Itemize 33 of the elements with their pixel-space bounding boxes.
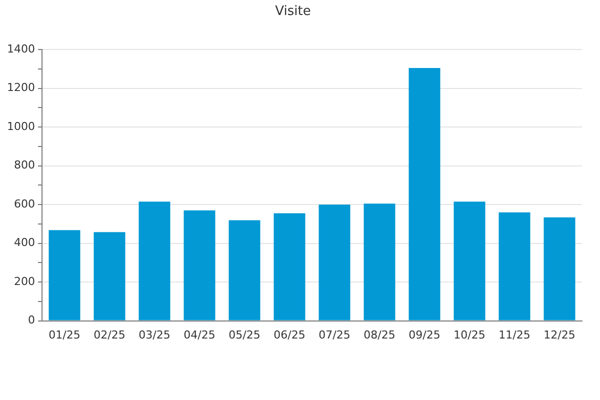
bar [48,230,80,320]
bar [274,213,306,320]
bar [228,220,260,320]
x-tick-label: 01/25 [48,328,80,342]
y-tick-label: 800 [14,158,35,172]
y-tick-label: 400 [14,236,35,250]
bar [408,68,440,320]
y-tick-label: 200 [14,274,35,288]
bar [138,202,170,320]
x-tick-label: 07/25 [318,328,350,342]
bar [318,204,350,320]
bar [544,217,576,320]
x-tick-label: 03/25 [138,328,170,342]
y-tick-label: 1400 [6,42,35,56]
x-tick-label: 10/25 [454,328,486,342]
bar [184,210,216,320]
x-tick-label: 05/25 [228,328,260,342]
chart-title: Visite [275,4,311,20]
x-tick-label: 08/25 [364,328,396,342]
x-tick-label: 06/25 [274,328,306,342]
y-tick-label: 0 [28,314,35,327]
y-tick-label: 600 [14,197,35,210]
bar [454,202,486,320]
x-tick-label: 04/25 [184,328,216,342]
y-tick-label: 1000 [6,120,35,133]
x-tick-label: 12/25 [544,328,576,342]
bar [364,204,396,320]
y-tick-label: 1200 [6,81,35,94]
x-tick-label: 11/25 [498,328,530,342]
bar [94,232,126,320]
bar [498,212,530,320]
x-tick-label: 02/25 [94,328,126,342]
x-tick-label: 09/25 [408,328,440,342]
